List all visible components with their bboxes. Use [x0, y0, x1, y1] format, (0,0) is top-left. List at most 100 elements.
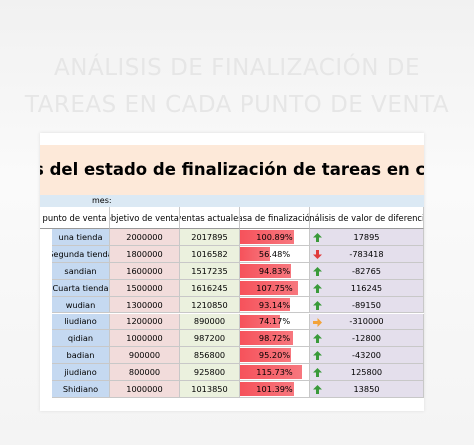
cell-text: 856800: [193, 350, 226, 361]
cell-text: 115.73%: [256, 367, 293, 378]
table-cell: 856800: [180, 347, 240, 365]
table-cell: wudian: [52, 296, 110, 314]
table-cell: 1000000: [110, 330, 180, 348]
cell-text: 1013850: [191, 384, 228, 395]
cell-text: 107.75%: [256, 282, 293, 293]
data-bar: [240, 246, 271, 261]
spreadsheet: s del estado de finalización de tareas e…: [40, 133, 424, 411]
cell-text: 2000000: [126, 231, 163, 242]
table-cell: 1016582: [180, 245, 240, 263]
cell-text: 1000000: [126, 333, 163, 344]
table-cell: 98.72%: [240, 330, 310, 348]
cell-text: 95.20%: [258, 350, 291, 361]
table-cell: 13850: [310, 381, 424, 398]
cell-text: 1000000: [126, 384, 163, 395]
table-cell: 74.17%: [240, 313, 310, 331]
trend-icon: [313, 266, 322, 276]
cell-text: 101.39%: [256, 384, 293, 395]
table-cell: 1000000: [110, 381, 180, 398]
cell-text: 17895: [353, 231, 380, 242]
cell-text: jiudiano: [64, 367, 97, 378]
cell-text: una tienda: [58, 231, 103, 242]
cell-text: 900000: [128, 350, 161, 361]
data-bar: [240, 331, 293, 346]
table-cell: Segunda tienda: [52, 245, 110, 263]
trend-icon: [313, 249, 322, 259]
column-header: Análisis de valor de diferencia: [310, 207, 424, 229]
table-cell: 1600000: [110, 262, 180, 280]
data-bar: [240, 365, 302, 380]
cell-text: -89150: [351, 299, 381, 310]
cell-text: 93.14%: [258, 299, 291, 310]
cell-text: 98.72%: [258, 333, 291, 344]
table-cell: 1800000: [110, 245, 180, 263]
table-cell: 94.83%: [240, 262, 310, 280]
table-cell: qidian: [52, 330, 110, 348]
cell-text: 987200: [193, 333, 226, 344]
table-cell: 93.14%: [240, 296, 310, 314]
cell-text: 125800: [350, 367, 383, 378]
table-cell: -310000: [310, 313, 424, 331]
month-label: mes:: [40, 195, 424, 207]
cell-text: 1016582: [191, 248, 228, 259]
cell-text: 13850: [353, 384, 380, 395]
table-cell: -12800: [310, 330, 424, 348]
table-cell: 1200000: [110, 313, 180, 331]
table-cell: badian: [52, 347, 110, 365]
table-cell: -783418: [310, 245, 424, 263]
table-cell: 900000: [110, 347, 180, 365]
cell-text: sandian: [64, 265, 97, 276]
table-cell: 1517235: [180, 262, 240, 280]
table-cell: 95.20%: [240, 347, 310, 365]
table-cell: 101.39%: [240, 381, 310, 398]
column-header: punto de venta: [40, 207, 110, 229]
cell-text: 100.89%: [256, 231, 293, 242]
cell-text: 1517235: [191, 265, 228, 276]
table-cell: 17895: [310, 229, 424, 246]
cell-text: 890000: [193, 316, 226, 327]
table-cell: 1500000: [110, 279, 180, 297]
column-header: objetivo de ventas: [110, 207, 180, 229]
table-cell: -43200: [310, 347, 424, 365]
trend-icon: [313, 351, 322, 361]
column-header: ventas actuales: [180, 207, 240, 229]
trend-icon: [313, 283, 322, 293]
cell-text: wudian: [65, 299, 96, 310]
table-cell: 1013850: [180, 381, 240, 398]
trend-icon: [313, 233, 322, 242]
table-cell: 1210850: [180, 296, 240, 314]
table-cell: jiudiano: [52, 364, 110, 382]
cell-text: -783418: [349, 248, 384, 259]
cell-text: 1200000: [126, 316, 163, 327]
table-cell: 1616245: [180, 279, 240, 297]
cell-text: 1210850: [191, 299, 228, 310]
data-bar: [240, 297, 290, 312]
table-cell: 800000: [110, 364, 180, 382]
data-bar: [240, 263, 291, 278]
cell-text: badian: [66, 350, 95, 361]
table-cell: 100.89%: [240, 229, 310, 246]
cell-text: 800000: [128, 367, 161, 378]
cell-text: 1616245: [191, 282, 228, 293]
cell-text: 74.17%: [258, 316, 291, 327]
cell-text: 2017895: [191, 231, 228, 242]
table-cell: una tienda: [52, 229, 110, 246]
table-cell: 125800: [310, 364, 424, 382]
table-cell: 1300000: [110, 296, 180, 314]
table-cell: -82765: [310, 262, 424, 280]
data-bar: [240, 348, 291, 363]
cell-text: 925800: [193, 367, 226, 378]
cell-text: 94.83%: [258, 265, 291, 276]
cell-text: Cuarta tienda: [52, 282, 109, 293]
column-header: Tasa de finalización: [240, 207, 310, 229]
cell-text: -12800: [351, 333, 381, 344]
table-cell: -89150: [310, 296, 424, 314]
cell-text: 1300000: [126, 299, 163, 310]
table-cell: 2017895: [180, 229, 240, 246]
table-cell: 56.48%: [240, 245, 310, 263]
cell-text: 1800000: [126, 248, 163, 259]
trend-icon: [313, 385, 322, 395]
data-bar: [240, 314, 280, 329]
data-bar: [240, 382, 295, 396]
table-cell: Shidiano: [52, 381, 110, 398]
